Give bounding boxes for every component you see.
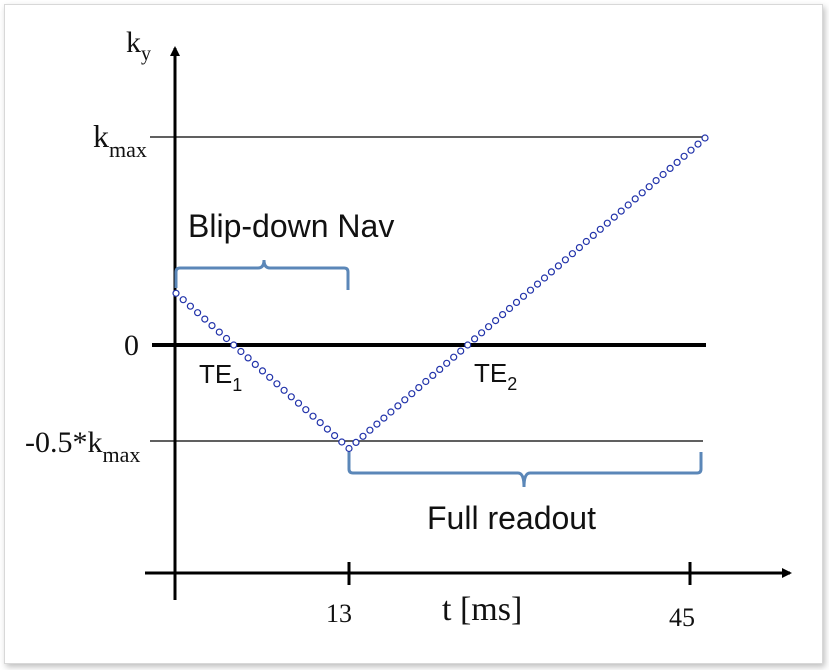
trajectory-point — [617, 207, 625, 215]
trajectory-point — [561, 256, 570, 264]
trajectory-point — [568, 250, 577, 258]
te1-label: TE1 — [199, 359, 242, 395]
trajectory-point — [492, 317, 500, 325]
trajectory-point — [422, 377, 430, 386]
x-tick-label-45: 45 — [669, 603, 695, 632]
trajectory-point — [352, 438, 360, 446]
trajectory-point — [694, 140, 702, 148]
trajectory-point — [408, 390, 416, 398]
trajectory-point — [258, 367, 267, 375]
trajectory-point — [505, 304, 514, 313]
trajectory-point — [373, 420, 381, 428]
trajectory-point — [194, 309, 202, 317]
trajectory-point — [610, 213, 618, 221]
trajectory-point — [519, 292, 528, 300]
trajectory-point — [230, 341, 238, 349]
trajectory-point — [429, 371, 437, 379]
trajectory-point — [201, 315, 209, 323]
nav-brace — [174, 259, 350, 290]
trajectory-point — [208, 322, 216, 330]
trajectory-point — [575, 244, 584, 252]
trajectory-point — [415, 384, 423, 392]
trajectory-point — [540, 274, 549, 282]
trajectory-point — [331, 432, 339, 440]
trajectory-point — [244, 354, 252, 362]
nav-label: Blip-down Nav — [188, 208, 394, 244]
trajectory-point — [222, 334, 231, 343]
trajectory-point — [638, 189, 646, 197]
trajectory-point — [645, 183, 653, 191]
trajectory-point — [215, 328, 223, 336]
trajectory-point — [659, 170, 667, 179]
trajectory-point — [179, 296, 187, 304]
y-axis-label: ky — [126, 26, 151, 65]
trajectory-point — [394, 402, 402, 410]
trajectory-point — [680, 152, 688, 160]
trajectory-point — [345, 444, 353, 453]
trajectory-point — [237, 347, 245, 356]
trajectory-point — [316, 419, 324, 427]
trajectory-point — [589, 231, 597, 239]
trajectory-point — [172, 289, 180, 297]
x-tick-label-13: 13 — [326, 599, 352, 628]
trajectory-point — [443, 359, 451, 367]
trajectory-point — [666, 164, 674, 172]
trajectory-point — [512, 298, 521, 306]
kspace-trajectory — [172, 134, 709, 453]
trajectory-point — [251, 360, 259, 368]
trajectory-point — [582, 237, 590, 246]
trajectory-point — [547, 268, 556, 276]
trajectory-point — [478, 329, 486, 337]
readout-label: Full readout — [427, 500, 596, 536]
trajectory-point — [266, 373, 274, 381]
trajectory-point — [526, 286, 535, 294]
trajectory-point — [533, 280, 542, 288]
trajectory-point — [701, 134, 709, 142]
trajectory-point — [436, 365, 444, 373]
trajectory-point — [338, 438, 346, 446]
trajectory-point — [450, 353, 458, 361]
trajectory-point — [499, 311, 507, 319]
trajectory-point — [280, 386, 288, 394]
trajectory-point — [387, 408, 395, 416]
trajectory-point — [287, 393, 295, 401]
trajectory-point — [302, 406, 310, 414]
trajectory-point — [485, 323, 493, 331]
trajectory-point — [273, 380, 281, 388]
trajectory-point — [471, 335, 479, 343]
trajectory-point — [323, 425, 331, 433]
trajectory-point — [457, 347, 465, 355]
trajectory-point — [294, 399, 303, 407]
te2-label: TE2 — [474, 358, 517, 394]
trajectory-point — [380, 414, 388, 422]
readout-brace — [347, 452, 703, 488]
trajectory-point — [366, 426, 374, 434]
trajectory-point — [186, 302, 194, 310]
neg-half-kmax-label: -0.5*kmax — [25, 426, 140, 467]
figure-frame — [4, 4, 823, 664]
trajectory-point — [401, 396, 409, 404]
trajectory-point — [603, 219, 611, 227]
trajectory-point — [624, 201, 632, 209]
trajectory-point — [359, 432, 367, 440]
trajectory-point — [464, 341, 472, 349]
trajectory-point — [309, 412, 317, 420]
trajectory-point — [652, 177, 660, 185]
kmax-label: kmax — [93, 118, 147, 162]
zero-label: 0 — [124, 329, 139, 362]
trajectory-point — [687, 146, 695, 154]
trajectory-point — [631, 195, 639, 203]
trajectory-point — [596, 225, 604, 233]
trajectory-point — [673, 158, 681, 166]
trajectory-point — [554, 262, 563, 270]
x-axis-label: t [ms] — [442, 591, 522, 628]
